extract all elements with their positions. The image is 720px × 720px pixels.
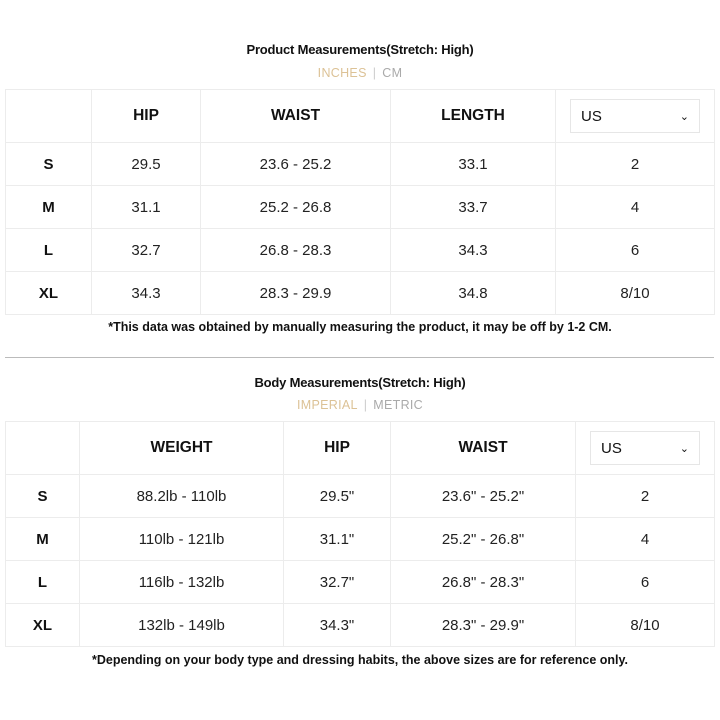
- size-label: M: [5, 517, 80, 561]
- col-header: WEIGHT: [79, 421, 284, 475]
- cell: 8/10: [555, 271, 715, 315]
- cell: 32.7": [283, 560, 391, 604]
- product-table: HIP WAIST LENGTH US ⌄ S 29.5 23.6 - 25.2 33.…: [5, 89, 715, 315]
- region-select[interactable]: US ⌄: [570, 99, 700, 133]
- header-row: HIP WAIST LENGTH US ⌄: [5, 89, 715, 143]
- cell: 33.1: [390, 142, 556, 186]
- cell: 6: [575, 560, 715, 604]
- col-header: LENGTH: [390, 89, 556, 143]
- separator: |: [363, 398, 368, 412]
- cell: 6: [555, 228, 715, 272]
- product-unit-toggle: INCHES | CM: [0, 66, 720, 80]
- size-label: S: [5, 142, 92, 186]
- cell: 34.3: [91, 271, 201, 315]
- size-label: S: [5, 474, 80, 518]
- header-row: WEIGHT HIP WAIST US ⌄: [5, 421, 715, 475]
- table-row: M 110lb - 121lb 31.1" 25.2" - 26.8" 4: [5, 517, 715, 561]
- region-cell: US ⌄: [575, 421, 715, 475]
- unit-inches-button[interactable]: INCHES: [317, 66, 367, 80]
- cell: 29.5": [283, 474, 391, 518]
- size-label: L: [5, 560, 80, 604]
- table-row: S 29.5 23.6 - 25.2 33.1 2: [5, 142, 715, 186]
- cell: 116lb - 132lb: [79, 560, 284, 604]
- cell: 26.8" - 28.3": [390, 560, 576, 604]
- size-label: M: [5, 185, 92, 229]
- region-value: US: [581, 107, 602, 125]
- product-note: *This data was obtained by manually meas…: [108, 320, 612, 334]
- cell: 132lb - 149lb: [79, 603, 284, 647]
- cell: 4: [555, 185, 715, 229]
- cell: 29.5: [91, 142, 201, 186]
- cell: 26.8 - 28.3: [200, 228, 391, 272]
- cell: 34.8: [390, 271, 556, 315]
- corner-cell: [5, 89, 92, 143]
- cell: 34.3: [390, 228, 556, 272]
- col-header: WAIST: [390, 421, 576, 475]
- unit-imperial-button[interactable]: IMPERIAL: [296, 398, 358, 412]
- size-label: XL: [5, 271, 92, 315]
- unit-metric-button[interactable]: METRIC: [373, 398, 424, 412]
- table-row: L 32.7 26.8 - 28.3 34.3 6: [5, 228, 715, 272]
- table-row: S 88.2lb - 110lb 29.5" 23.6" - 25.2" 2: [5, 474, 715, 518]
- divider: [5, 357, 714, 358]
- cell: 25.2 - 26.8: [200, 185, 391, 229]
- chevron-down-icon: ⌄: [679, 442, 689, 455]
- body-note: *Depending on your body type and dressin…: [91, 653, 628, 667]
- cell: 28.3" - 29.9": [390, 603, 576, 647]
- size-label: XL: [5, 603, 80, 647]
- table-row: L 116lb - 132lb 32.7" 26.8" - 28.3" 6: [5, 560, 715, 604]
- product-title: Product Measurements(Stretch: High): [246, 42, 474, 57]
- size-label: L: [5, 228, 92, 272]
- cell: 33.7: [390, 185, 556, 229]
- region-cell: US ⌄: [555, 89, 715, 143]
- cell: 110lb - 121lb: [79, 517, 284, 561]
- region-value: US: [601, 439, 622, 457]
- col-header: HIP: [91, 89, 201, 143]
- body-title: Body Measurements(Stretch: High): [254, 375, 466, 390]
- col-header: HIP: [283, 421, 391, 475]
- cell: 25.2" - 26.8": [390, 517, 576, 561]
- cell: 4: [575, 517, 715, 561]
- cell: 2: [575, 474, 715, 518]
- table-row: XL 132lb - 149lb 34.3" 28.3" - 29.9" 8/10: [5, 603, 715, 647]
- cell: 8/10: [575, 603, 715, 647]
- cell: 31.1": [283, 517, 391, 561]
- table-row: XL 34.3 28.3 - 29.9 34.8 8/10: [5, 271, 715, 315]
- body-unit-toggle: IMPERIAL | METRIC: [0, 398, 720, 412]
- col-header: WAIST: [200, 89, 391, 143]
- cell: 32.7: [91, 228, 201, 272]
- table-row: M 31.1 25.2 - 26.8 33.7 4: [5, 185, 715, 229]
- corner-cell: [5, 421, 80, 475]
- region-select[interactable]: US ⌄: [590, 431, 700, 465]
- cell: 88.2lb - 110lb: [79, 474, 284, 518]
- separator: |: [372, 66, 377, 80]
- body-table: WEIGHT HIP WAIST US ⌄ S 88.2lb - 110lb 29.5…: [5, 421, 715, 647]
- unit-cm-button[interactable]: CM: [382, 66, 403, 80]
- chevron-down-icon: ⌄: [679, 110, 689, 123]
- cell: 34.3": [283, 603, 391, 647]
- cell: 2: [555, 142, 715, 186]
- cell: 23.6" - 25.2": [390, 474, 576, 518]
- cell: 31.1: [91, 185, 201, 229]
- cell: 23.6 - 25.2: [200, 142, 391, 186]
- cell: 28.3 - 29.9: [200, 271, 391, 315]
